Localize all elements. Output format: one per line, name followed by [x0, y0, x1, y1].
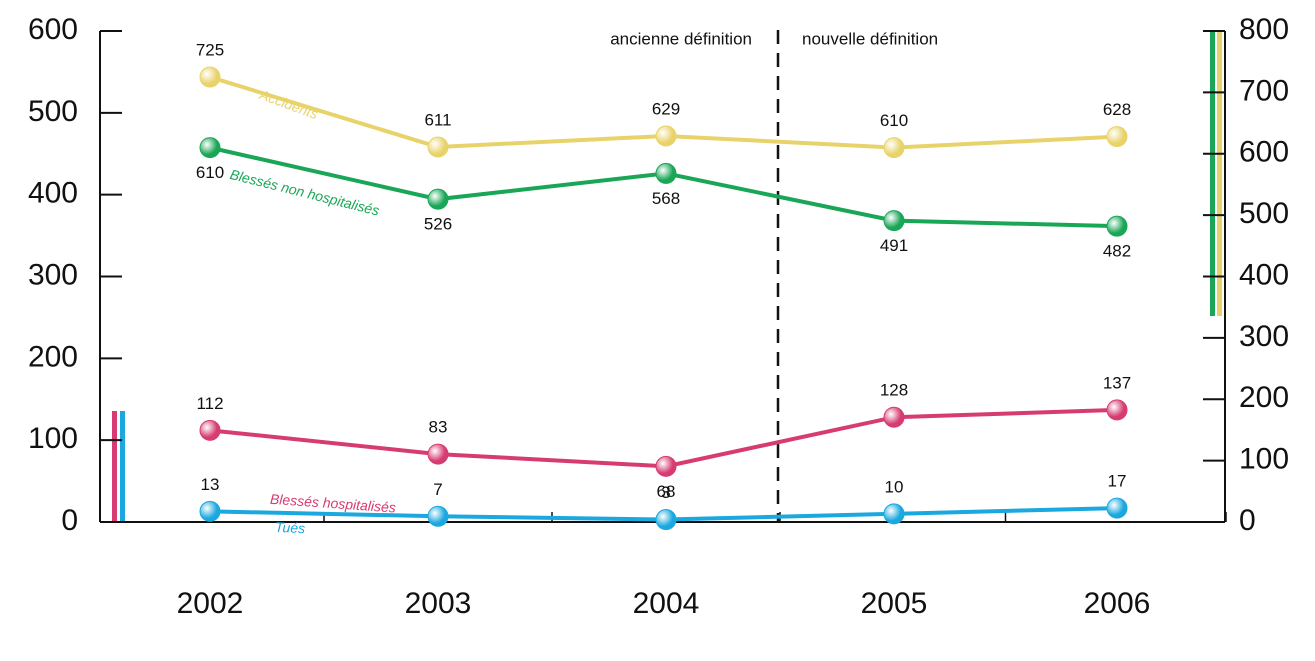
y-tick-label: 100	[28, 422, 78, 455]
y2-tick-label: 800	[1239, 13, 1289, 46]
value-label: 491	[880, 236, 908, 255]
data-point	[655, 162, 677, 184]
value-label: 83	[429, 418, 448, 437]
data-point	[199, 500, 221, 522]
y2-tick-label: 400	[1239, 258, 1289, 291]
y2-tick-label: 600	[1239, 136, 1289, 169]
value-label: 10	[885, 477, 904, 496]
series-line	[209, 145, 1118, 229]
axis-band	[120, 411, 125, 522]
value-label: 568	[652, 189, 680, 208]
value-label: 610	[196, 163, 224, 182]
value-label: 610	[880, 111, 908, 130]
value-label: 128	[880, 381, 908, 400]
data-point	[655, 125, 677, 147]
y2-tick-label: 700	[1239, 74, 1289, 107]
data-point	[655, 509, 677, 531]
data-point	[427, 505, 449, 527]
y2-tick-label: 100	[1239, 443, 1289, 476]
series-label: Tués	[275, 519, 306, 537]
series-label: Accidents	[257, 86, 320, 122]
series-label: Blessés non hospitalisés	[228, 166, 381, 219]
value-label: 7	[433, 480, 442, 499]
x-tick-label: 2005	[861, 587, 928, 620]
data-point	[199, 66, 221, 88]
value-label: 725	[196, 41, 224, 60]
data-point	[1106, 399, 1128, 421]
value-label: 526	[424, 215, 452, 234]
axis-band	[1217, 31, 1222, 316]
y2-tick-label: 500	[1239, 197, 1289, 230]
data-point	[1106, 126, 1128, 148]
x-tick-label: 2006	[1084, 587, 1151, 620]
y-tick-label: 600	[28, 13, 78, 46]
data-point	[883, 137, 905, 159]
value-label: 112	[196, 394, 223, 413]
value-label: 13	[201, 475, 220, 494]
value-label: 611	[424, 110, 451, 129]
y-tick-label: 200	[28, 340, 78, 373]
y-tick-label: 500	[28, 95, 78, 128]
y2-tick-label: 0	[1239, 504, 1256, 537]
data-point	[883, 406, 905, 428]
data-point	[427, 443, 449, 465]
value-label: 3	[661, 483, 670, 502]
axis-band	[112, 411, 117, 522]
y-tick-label: 0	[61, 504, 78, 537]
y2-tick-label: 300	[1239, 320, 1289, 353]
data-point	[427, 188, 449, 210]
value-label: 17	[1108, 472, 1127, 491]
data-point	[199, 419, 221, 441]
value-label: 628	[1103, 100, 1131, 119]
data-point	[1106, 215, 1128, 237]
value-label: 482	[1103, 242, 1131, 261]
data-point	[883, 210, 905, 232]
data-point	[655, 455, 677, 477]
data-point	[1106, 497, 1128, 519]
annotation: nouvelle définition	[802, 29, 938, 48]
value-label: 68	[657, 482, 676, 501]
x-tick-label: 2004	[633, 587, 700, 620]
value-label: 137	[1103, 373, 1131, 392]
annotation: ancienne définition	[610, 29, 752, 48]
y2-tick-label: 200	[1239, 381, 1289, 414]
axis-band	[1210, 31, 1215, 316]
y-tick-label: 400	[28, 177, 78, 210]
x-tick-label: 2003	[405, 587, 472, 620]
data-point	[199, 137, 221, 159]
data-point	[883, 503, 905, 525]
value-label: 629	[652, 99, 680, 118]
data-point	[427, 136, 449, 158]
x-tick-label: 2002	[177, 587, 244, 620]
y-tick-label: 300	[28, 258, 78, 291]
